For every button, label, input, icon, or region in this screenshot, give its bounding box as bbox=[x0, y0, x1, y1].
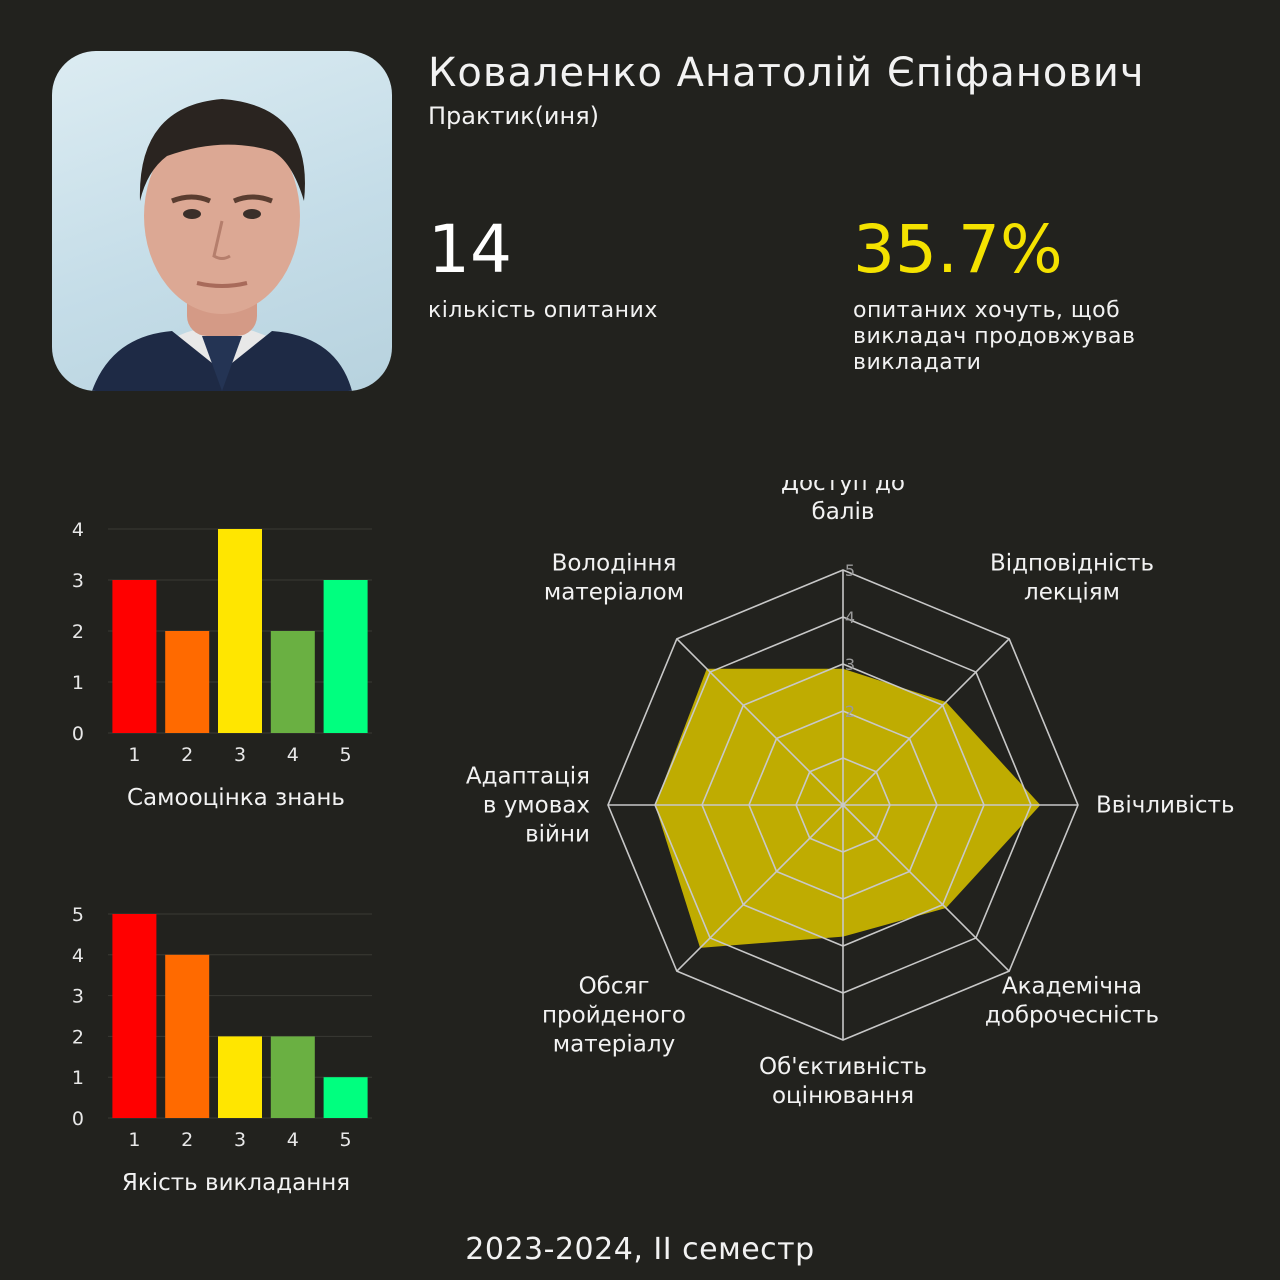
bar bbox=[323, 1077, 368, 1118]
respondents-count: 14 bbox=[428, 211, 512, 288]
bar bbox=[165, 631, 210, 733]
y-tick-label: 5 bbox=[72, 904, 84, 926]
radar-axis-label: пройденого bbox=[542, 1002, 686, 1028]
radar-series-area bbox=[655, 668, 1041, 948]
radar-axis-label: Об'єктивність bbox=[759, 1054, 927, 1080]
radar-axis-label: Ввічливість bbox=[1096, 793, 1235, 819]
bar bbox=[112, 914, 157, 1118]
radar-axis-label: лекціям bbox=[1024, 580, 1120, 606]
radar-axis-label: війни bbox=[525, 822, 590, 848]
y-tick-label: 1 bbox=[72, 672, 84, 694]
radar-axis-label: оцінювання bbox=[772, 1083, 914, 1109]
radar-axis-label: Доступ до bbox=[781, 480, 905, 496]
radar-ring-label: 4 bbox=[845, 608, 855, 627]
x-tick-label: 5 bbox=[340, 1129, 352, 1151]
teacher-photo bbox=[52, 51, 392, 391]
radar-axis-label: доброчесність bbox=[985, 1002, 1159, 1028]
y-tick-label: 4 bbox=[72, 519, 84, 541]
teaching-quality-bar-chart: 0 1 2 3 4 5 1 2 3 4 5 Якість викладання bbox=[72, 904, 372, 1196]
bar bbox=[270, 631, 315, 733]
x-tick-label: 5 bbox=[340, 744, 352, 766]
self-assessment-bar-chart: 0 1 2 3 4 1 2 3 4 5 Самооцінка знань bbox=[72, 519, 372, 811]
radar-spoke bbox=[842, 638, 1010, 806]
x-tick-label: 3 bbox=[234, 744, 246, 766]
radar-ring-label: 5 bbox=[845, 561, 855, 580]
y-tick-label: 2 bbox=[72, 621, 84, 643]
radar-spoke bbox=[676, 638, 844, 806]
portrait-image bbox=[92, 99, 352, 391]
radar-ring-label: 3 bbox=[845, 655, 855, 674]
radar-axis-label: матеріалом bbox=[544, 580, 684, 606]
radar-axis-label: в умовах bbox=[483, 793, 590, 819]
radar-axis-label: матеріалу bbox=[553, 1031, 675, 1057]
x-tick-label: 2 bbox=[181, 1129, 193, 1151]
continue-label: опитаних хочуть, щоб викладач продовжува… bbox=[853, 298, 1136, 375]
y-tick-label: 4 bbox=[72, 945, 84, 967]
bar bbox=[218, 529, 262, 733]
semester-footer: 2023-2024, II семестр bbox=[465, 1232, 815, 1267]
radar-axis-label: Володіння bbox=[552, 551, 677, 577]
x-tick-label: 3 bbox=[234, 1129, 246, 1151]
bar bbox=[270, 1036, 315, 1118]
radar-axis-label: Академічна bbox=[1002, 973, 1142, 999]
x-tick-label: 2 bbox=[181, 744, 193, 766]
continue-percentage: 35.7% bbox=[853, 211, 1063, 288]
radar-ring-label: 2 bbox=[845, 702, 855, 721]
chart-title: Якість викладання bbox=[122, 1170, 350, 1196]
teacher-role: Практик(иня) bbox=[428, 102, 600, 130]
y-tick-label: 0 bbox=[72, 1108, 84, 1130]
respondents-label: кількість опитаних bbox=[428, 298, 658, 323]
y-tick-label: 3 bbox=[72, 986, 84, 1008]
y-tick-label: 0 bbox=[72, 723, 84, 745]
y-tick-label: 1 bbox=[72, 1067, 84, 1089]
x-tick-label: 4 bbox=[287, 744, 299, 766]
bar bbox=[165, 954, 210, 1118]
x-tick-label: 1 bbox=[128, 744, 140, 766]
x-tick-label: 1 bbox=[128, 1129, 140, 1151]
radar-axis-label: Обсяг bbox=[579, 973, 650, 999]
teacher-name: Коваленко Анатолій Єпіфанович bbox=[428, 50, 1145, 96]
bar bbox=[323, 580, 368, 733]
radar-spoke bbox=[676, 804, 844, 972]
bar bbox=[112, 580, 157, 733]
radar-spoke bbox=[842, 804, 1010, 972]
y-tick-label: 2 bbox=[72, 1026, 84, 1048]
chart-title: Самооцінка знань bbox=[127, 785, 345, 811]
radar-axis-label: Адаптація bbox=[466, 764, 590, 790]
radar-axis-label: балів bbox=[812, 499, 875, 525]
x-tick-label: 4 bbox=[287, 1129, 299, 1151]
bar bbox=[218, 1036, 262, 1118]
radar-chart: 2 3 4 5 Доступ до балів Відповідність лекціям Вв… bbox=[466, 480, 1235, 1109]
y-tick-label: 3 bbox=[72, 570, 84, 592]
radar-axis-label: Відповідність bbox=[990, 551, 1154, 577]
